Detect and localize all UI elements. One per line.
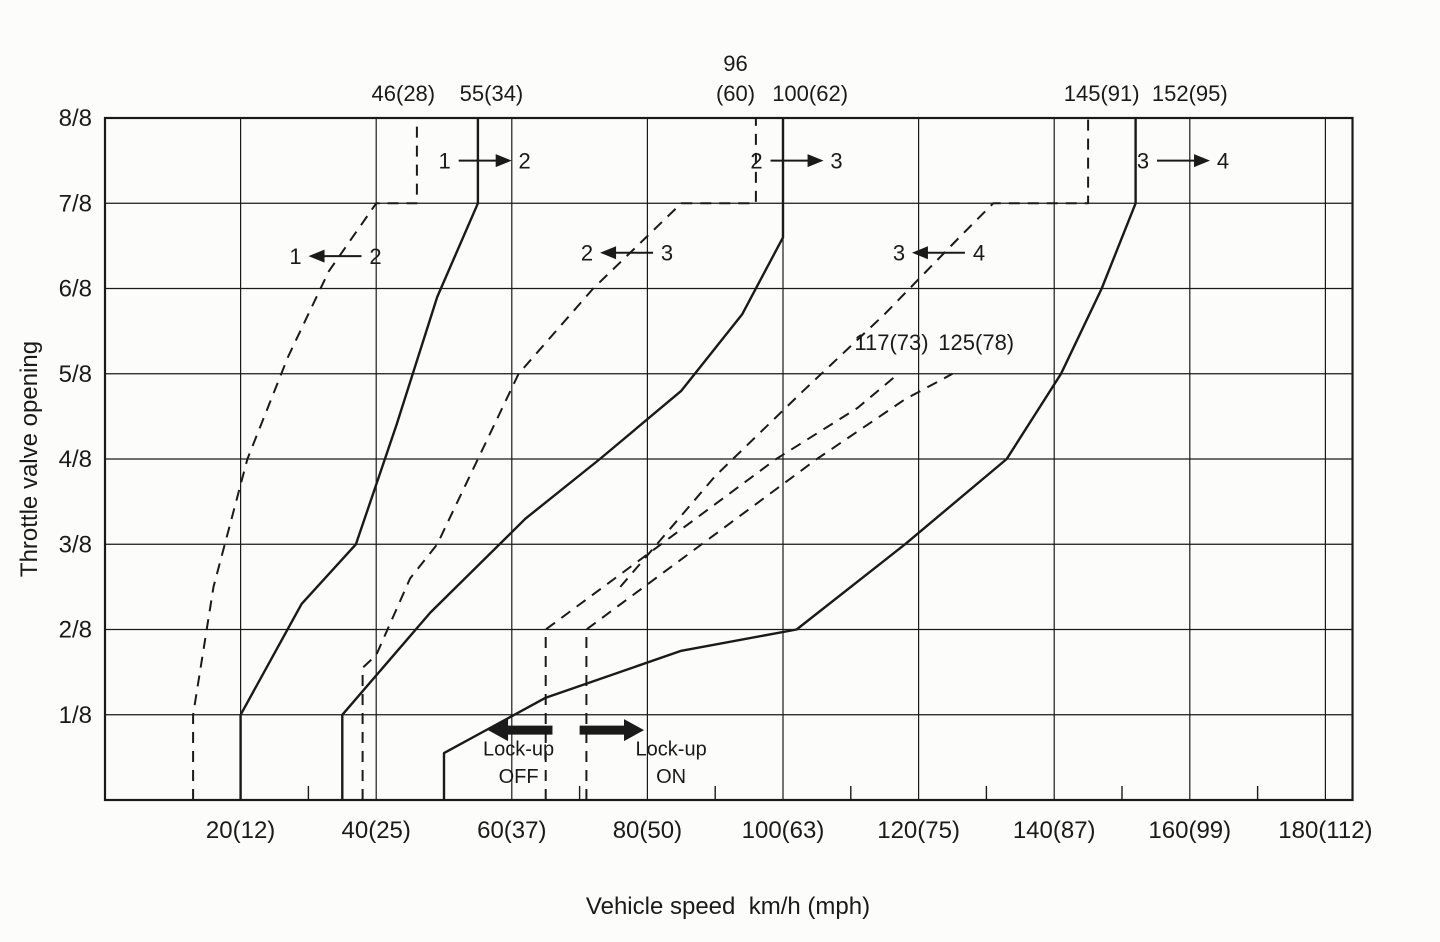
gear-number: 3 [893, 241, 905, 266]
lockup-text: OFF [499, 766, 539, 788]
gear-number: 2 [519, 149, 531, 174]
shift-arrow-head-right [1194, 154, 1211, 168]
x-tick-label: 140(87) [1013, 817, 1096, 844]
gear-number: 2 [750, 149, 762, 174]
series-upshift-3-4 [442, 118, 1137, 800]
shift-arrow-head-left [600, 246, 617, 260]
shift-arrow-head-left [911, 246, 928, 260]
gear-number: 3 [661, 241, 673, 266]
gear-number: 1 [289, 244, 301, 269]
x-tick-label: 20(12) [206, 817, 275, 844]
series-downshift-4-3 [619, 118, 1090, 588]
speed-annotation: 125(78) [938, 330, 1014, 355]
y-tick-label: 3/8 [59, 531, 92, 558]
y-tick-label: 2/8 [59, 617, 92, 644]
speed-annotation: 145(91) [1064, 81, 1140, 106]
series-upshift-2-3 [341, 118, 785, 800]
gear-number: 1 [439, 149, 451, 174]
x-tick-label: 100(63) [742, 817, 825, 844]
speed-annotation: 152(95) [1152, 81, 1228, 106]
shift-arrow-head-left [308, 249, 325, 263]
series-lockup-off-line [544, 373, 899, 800]
gear-number: 2 [581, 241, 593, 266]
gear-number: 3 [830, 149, 842, 174]
gear-number: 4 [1217, 149, 1229, 174]
y-tick-label: 7/8 [59, 190, 92, 217]
x-axis-title: Vehicle speed km/h (mph) [585, 893, 871, 920]
shift-arrow-head-right [495, 154, 512, 168]
lockup-arrow-head [488, 719, 509, 742]
speed-annotation: 46(28) [372, 81, 436, 106]
x-tick-label: 160(99) [1148, 817, 1231, 844]
lockup-text: ON [656, 766, 686, 788]
x-tick-label: 180(112) [1278, 817, 1372, 844]
lockup-arrow-head [624, 719, 645, 742]
speed-annotation: (60) [716, 81, 755, 106]
y-tick-label: 6/8 [59, 276, 92, 303]
speed-annotation: 100(62) [772, 81, 848, 106]
series-upshift-1-2 [239, 118, 480, 800]
grid [105, 117, 1353, 800]
lockup-text: Lock-up [483, 739, 554, 761]
gear-number: 2 [369, 244, 381, 269]
shift-arrow-head-right [807, 154, 824, 168]
series-downshift-2-1 [192, 118, 418, 800]
gear-number: 3 [1137, 149, 1149, 174]
y-tick-label: 1/8 [59, 702, 92, 729]
y-tick-label: 5/8 [59, 361, 92, 388]
x-tick-label: 120(75) [877, 817, 960, 844]
speed-annotation: 117(73) [854, 330, 928, 355]
lockup-on-annotation: Lock-up ON [579, 719, 707, 788]
x-tick-label: 60(37) [477, 817, 546, 844]
plot-border [103, 116, 1354, 802]
speed-annotation: 55(34) [460, 81, 524, 106]
gear-number: 4 [973, 241, 985, 266]
y-tick-label: 4/8 [59, 446, 92, 473]
y-tick-label: 8/8 [59, 105, 92, 132]
y-axis-title: Throttle valve opening [16, 340, 43, 578]
x-tick-label: 80(50) [613, 817, 682, 844]
lockup-off-annotation: Lock-up OFF [483, 719, 554, 788]
series-downshift-3-2 [361, 118, 757, 800]
speed-annotation: 96 [723, 51, 747, 76]
x-tick-label: 40(25) [342, 817, 411, 844]
lockup-text: Lock-up [636, 739, 707, 761]
series-lockup-on-line [585, 372, 953, 800]
